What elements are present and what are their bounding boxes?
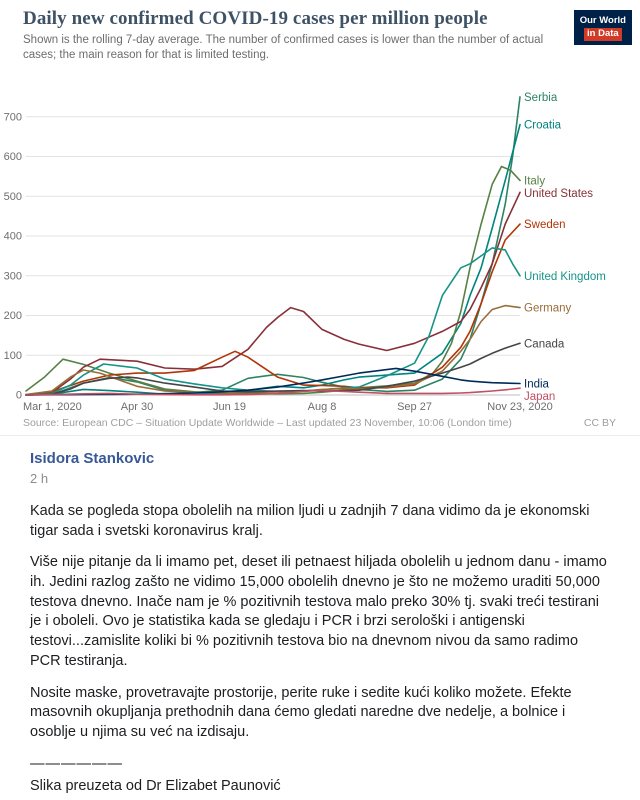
svg-text:400: 400 (4, 230, 22, 242)
svg-text:300: 300 (4, 270, 22, 282)
svg-text:500: 500 (4, 191, 22, 203)
svg-text:200: 200 (4, 310, 22, 322)
owid-logo-line2: in Data (584, 27, 622, 41)
svg-text:0: 0 (16, 389, 22, 401)
svg-text:Sep 27: Sep 27 (397, 401, 432, 413)
chart-footer: Source: European CDC – Situation Update … (0, 417, 640, 435)
svg-text:Mar 1, 2020: Mar 1, 2020 (23, 401, 82, 413)
svg-text:Jun 19: Jun 19 (213, 401, 246, 413)
post-paragraph: Kada se pogleda stopa obolelih na milion… (30, 502, 590, 539)
post-paragraph: Više nije pitanje da li imamo pet, deset… (30, 554, 607, 669)
svg-text:Croatia: Croatia (524, 120, 562, 132)
svg-text:Canada: Canada (524, 338, 565, 350)
svg-text:Serbia: Serbia (524, 92, 558, 104)
chart-source: Source: European CDC – Situation Update … (23, 416, 512, 429)
svg-text:United Kingdom: United Kingdom (524, 271, 606, 283)
post-credit-line: Slika preuzeta od Dr Elizabet Paunović (30, 777, 281, 794)
svg-text:600: 600 (4, 151, 22, 163)
svg-text:Nov 23, 2020: Nov 23, 2020 (487, 401, 552, 413)
owid-logo: Our World in Data (573, 10, 632, 45)
svg-text:100: 100 (4, 350, 22, 362)
svg-text:Apr 30: Apr 30 (121, 401, 153, 413)
owid-logo-line1: Our World (579, 15, 626, 26)
post-author-link[interactable]: Isidora Stankovic (30, 449, 155, 467)
owid-chart-card: Daily new confirmed COVID-19 cases per m… (0, 8, 640, 436)
svg-text:Aug 8: Aug 8 (308, 401, 337, 413)
post-text: Kada se pogleda stopa obolelih na milion… (30, 502, 610, 796)
svg-text:Japan: Japan (524, 391, 555, 403)
post-timestamp: 2 h (30, 470, 49, 486)
svg-text:700: 700 (4, 111, 22, 123)
post-body-container: Isidora Stankovic 2 h Kada se pogleda st… (0, 435, 640, 800)
svg-text:United States: United States (524, 188, 593, 200)
chart-header: Daily new confirmed COVID-19 cases per m… (0, 8, 640, 65)
license-label: CC BY (583, 416, 616, 429)
chart-title: Daily new confirmed COVID-19 cases per m… (23, 8, 488, 29)
post-paragraph: Nosite maske, provetravajte prostorije, … (30, 684, 572, 741)
svg-text:Italy: Italy (524, 175, 545, 187)
svg-text:Germany: Germany (524, 302, 572, 314)
svg-text:India: India (524, 378, 550, 390)
svg-text:Sweden: Sweden (524, 219, 566, 231)
chart-subtitle: Shown is the rolling 7-day average. The … (23, 34, 544, 61)
covid-line-chart: 0 100 200 300 400 500 600 700 Mar 1, 2020 Apr 30 J… (4, 92, 606, 413)
post-divider-dashes: —————— (30, 755, 123, 772)
